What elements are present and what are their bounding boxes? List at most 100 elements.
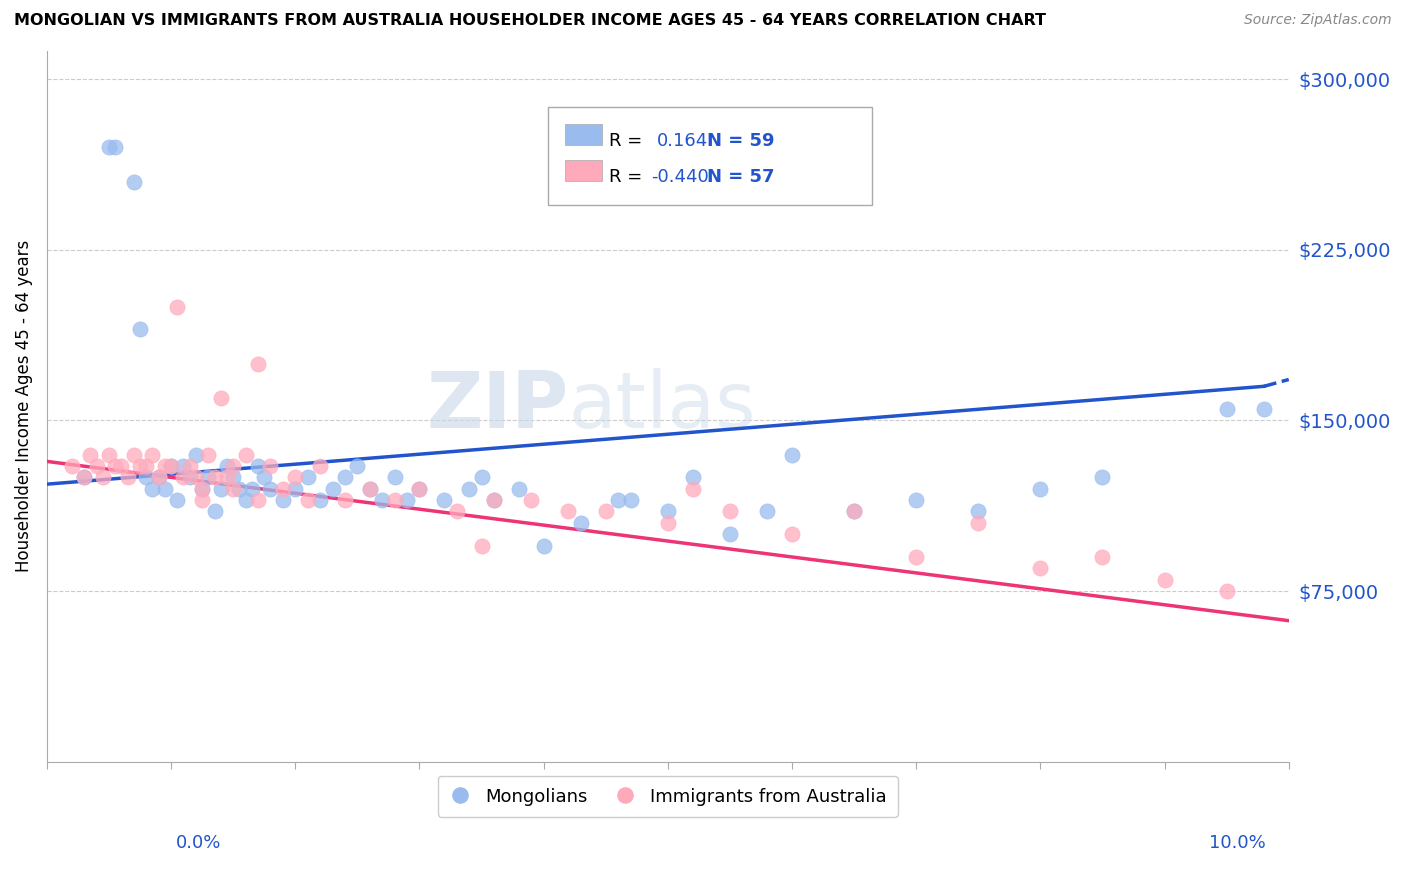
Point (333, 493, 356, 508)
Point (967, 504, 990, 518)
Point (309, 493, 332, 508)
Point (297, 470, 319, 484)
Point (842, 504, 865, 518)
Point (595, 504, 617, 518)
Point (359, 482, 381, 496)
Text: MONGOLIAN VS IMMIGRANTS FROM AUSTRALIA HOUSEHOLDER INCOME AGES 45 - 64 YEARS COR: MONGOLIAN VS IMMIGRANTS FROM AUSTRALIA H… (14, 13, 1046, 29)
Point (780, 527, 803, 541)
Point (141, 448, 163, 462)
Point (967, 516, 990, 530)
Point (569, 516, 592, 530)
Y-axis label: Householder Income Ages 45 - 64 years: Householder Income Ages 45 - 64 years (15, 240, 32, 573)
Point (482, 493, 505, 508)
Point (309, 458, 332, 473)
Point (346, 458, 368, 473)
Point (73, 470, 96, 484)
Point (557, 504, 579, 518)
Point (482, 493, 505, 508)
Text: 10.0%: 10.0% (1209, 834, 1265, 852)
Point (1029, 561, 1052, 575)
Point (104, 140, 127, 154)
Point (607, 493, 630, 508)
Point (780, 448, 803, 462)
Point (253, 470, 276, 484)
Point (619, 493, 641, 508)
Point (79, 448, 101, 462)
Text: -0.440: -0.440 (651, 168, 709, 186)
Point (446, 504, 468, 518)
Point (1253, 402, 1275, 417)
Point (470, 539, 492, 553)
Point (222, 458, 245, 473)
Point (160, 458, 183, 473)
Point (222, 482, 245, 496)
Point (322, 482, 344, 496)
Point (718, 504, 741, 518)
Point (905, 493, 928, 508)
Point (384, 493, 406, 508)
Text: 0.0%: 0.0% (176, 834, 221, 852)
Point (905, 549, 928, 564)
Point (1091, 470, 1114, 484)
Point (1029, 482, 1052, 496)
Point (408, 482, 430, 496)
Point (682, 482, 704, 496)
Point (209, 482, 232, 496)
Point (184, 448, 207, 462)
Point (173, 458, 195, 473)
Text: ZIP: ZIP (426, 368, 568, 444)
Point (129, 322, 152, 336)
Point (222, 470, 245, 484)
Point (86, 458, 108, 473)
Point (240, 482, 263, 496)
Point (682, 470, 704, 484)
Point (110, 458, 132, 473)
Point (1215, 402, 1237, 417)
Text: R =: R = (609, 168, 648, 186)
Point (104, 458, 127, 473)
Text: N = 59: N = 59 (707, 132, 775, 150)
Point (179, 458, 201, 473)
Point (508, 482, 530, 496)
Point (1215, 584, 1237, 599)
Point (271, 493, 294, 508)
Point (122, 174, 145, 188)
Point (166, 493, 188, 508)
Point (204, 504, 226, 518)
Point (215, 458, 238, 473)
Point (408, 482, 430, 496)
Text: atlas: atlas (568, 368, 756, 444)
Point (657, 516, 679, 530)
Point (520, 493, 543, 508)
Point (235, 448, 257, 462)
Point (191, 482, 214, 496)
Point (197, 470, 219, 484)
Point (718, 527, 741, 541)
Point (141, 482, 163, 496)
Point (153, 482, 176, 496)
Point (433, 493, 456, 508)
Point (247, 458, 270, 473)
Point (197, 448, 219, 462)
Point (247, 357, 270, 371)
Point (73, 470, 96, 484)
Point (271, 482, 294, 496)
Point (173, 470, 195, 484)
Point (135, 458, 157, 473)
Text: R =: R = (609, 132, 648, 150)
Text: N = 57: N = 57 (707, 168, 775, 186)
Point (333, 470, 356, 484)
Text: 0.164: 0.164 (657, 132, 707, 150)
Point (470, 470, 492, 484)
Point (228, 482, 250, 496)
Point (191, 493, 214, 508)
Point (359, 482, 381, 496)
Legend: Mongolians, Immigrants from Australia: Mongolians, Immigrants from Australia (437, 776, 898, 817)
Point (458, 482, 481, 496)
Point (179, 470, 201, 484)
Point (284, 482, 307, 496)
Point (204, 470, 226, 484)
Point (148, 470, 170, 484)
Point (384, 470, 406, 484)
Point (122, 448, 145, 462)
